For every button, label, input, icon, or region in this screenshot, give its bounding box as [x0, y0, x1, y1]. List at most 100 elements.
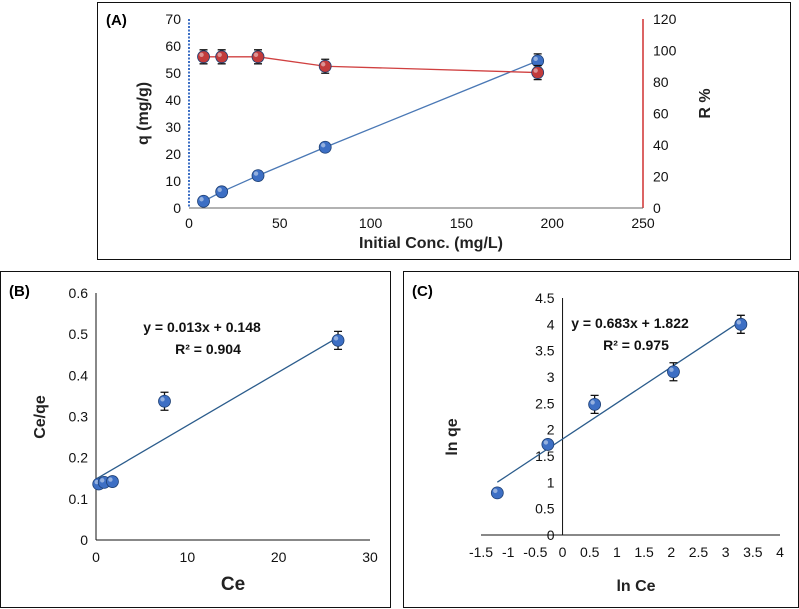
x-tick-label: 20 [271, 549, 287, 565]
chart-c: (C)00.511.522.533.544.5-1.5 -1 -0.5 0 0.5 1 1.… [412, 283, 784, 595]
x-tick-label: 0 [559, 544, 567, 560]
y-axis-title: Ce/qe [32, 395, 49, 439]
data-point-highlight [321, 62, 326, 67]
y-tick-label: 0 [80, 532, 88, 548]
data-point-highlight [543, 440, 549, 445]
y-tick-label: 1.5 [535, 448, 555, 464]
y2-tick-label: 0 [653, 200, 661, 216]
x-axis-title: Initial Conc. (mg/L) [359, 235, 503, 252]
data-point [588, 397, 602, 411]
chart-a: (A) 0 10 20 30 40 50 60 70 0 20 40 60 80 100 120 0 50 100 1… [106, 11, 714, 252]
x-axis-title: Ce [221, 574, 245, 595]
panel-b: (B) 0 0.1 0.2 0.3 0.4 0.5 0.6 0 10 20 30 Ce Ce/qe y = … [0, 271, 391, 608]
data-point [318, 59, 332, 73]
r-squared-label: R² = 0.975 [603, 337, 669, 353]
y-tick-label: 30 [165, 119, 181, 135]
data-point-highlight [108, 477, 113, 482]
y-tick-label: 4.5 [535, 290, 555, 306]
data-point-highlight [100, 478, 105, 483]
x-tick-label: 0 [92, 549, 100, 565]
y-tick-label: 3.5 [535, 343, 555, 359]
x-tick-label: 100 [359, 215, 383, 231]
x-tick-label: 4 [776, 544, 784, 560]
y-tick-label: 0.6 [69, 285, 89, 301]
x-tick-label: 3.5 [743, 544, 763, 560]
panel-c: (C) 0 0.5 1 1.5 2 2.5 3 3.5 4 4.5 -1.5 -1 -0.5 0 0.5 1 1.… [403, 271, 799, 608]
data-point-highlight [217, 187, 222, 192]
data-point [215, 50, 229, 64]
y-tick-label: 2 [547, 422, 555, 438]
x-tick-label: 50 [272, 215, 288, 231]
data-point [734, 317, 748, 331]
data-point [531, 66, 545, 79]
x-tick-label: -1.5 [469, 544, 493, 560]
data-point [106, 475, 119, 488]
data-point [541, 438, 555, 451]
data-point [197, 194, 210, 208]
y-tick-label: 0.5 [69, 326, 89, 342]
trendline [95, 336, 339, 480]
x-tick-label: 2.5 [689, 544, 709, 560]
data-point [251, 50, 265, 64]
x-tick-label: 1 [613, 544, 621, 560]
x-tick-label: 2 [667, 544, 675, 560]
y-tick-label: 70 [165, 11, 181, 27]
x-tick-label: -1 [502, 544, 515, 560]
y-tick-label: 0 [173, 200, 181, 216]
data-point-highlight [333, 336, 339, 341]
r-squared-label: R² = 0.904 [175, 341, 241, 357]
panel-label: (A) [106, 12, 127, 29]
x-tick-label: 30 [362, 549, 378, 565]
y2-tick-label: 120 [653, 11, 677, 27]
trendline-equation: y = 0.683x + 1.822 [571, 315, 689, 331]
x-tick-label: 0 [185, 215, 193, 231]
data-point-highlight [217, 52, 222, 57]
x-tick-label: 150 [450, 215, 474, 231]
y2-tick-label: 40 [653, 137, 669, 153]
y-tick-label: 3 [547, 369, 555, 385]
data-point [251, 169, 265, 183]
y-tick-label: 0.5 [535, 501, 555, 517]
y-tick-label: 60 [165, 38, 181, 54]
data-point-highlight [321, 143, 326, 148]
y-tick-label: 0.1 [69, 491, 89, 507]
y-tick-label: 0.2 [69, 450, 89, 466]
data-point-highlight [493, 488, 498, 494]
data-point-highlight [533, 68, 538, 73]
y2-tick-label: 80 [653, 74, 669, 90]
data-point-highlight [736, 320, 742, 325]
panel-a: (A) 0 10 20 30 40 50 60 70 0 20 40 60 80 100 120 0 50 100 1… [97, 2, 791, 260]
data-point-highlight [590, 400, 595, 405]
y2-axis-title: R % [697, 88, 714, 118]
y-tick-label: 50 [165, 65, 181, 81]
data-point-highlight [199, 52, 204, 57]
data-point [318, 140, 332, 154]
y-tick-label: 0 [547, 527, 555, 543]
y-tick-label: 4 [547, 316, 555, 332]
x-tick-label: 10 [180, 549, 196, 565]
panel-label: (B) [9, 283, 30, 300]
trendline [496, 320, 742, 483]
data-point-highlight [253, 52, 259, 57]
y-tick-label: 1 [547, 474, 555, 490]
data-point-highlight [253, 171, 259, 176]
x-tick-label: 250 [631, 215, 655, 231]
x-axis-title: ln Ce [616, 578, 655, 595]
data-point-highlight [669, 367, 674, 372]
data-point [331, 333, 345, 347]
y-tick-label: 40 [165, 92, 181, 108]
x-tick-label: 200 [541, 215, 565, 231]
trendline-equation: y = 0.013x + 0.148 [143, 319, 261, 335]
x-tick-label: 1.5 [634, 544, 654, 560]
y-tick-label: 20 [165, 146, 181, 162]
y2-tick-label: 60 [653, 106, 669, 122]
y-tick-label: 0.4 [69, 367, 89, 383]
data-point-highlight [199, 197, 204, 202]
y-axis-title: q (mg/g) [135, 82, 152, 145]
data-point [215, 185, 229, 199]
chart-b: (B) 0 0.1 0.2 0.3 0.4 0.5 0.6 0 10 20 30 Ce Ce/qe y = … [9, 283, 378, 595]
data-point [490, 486, 504, 500]
data-point-highlight [94, 479, 99, 485]
data-point-highlight [160, 397, 165, 402]
x-tick-label: -0.5 [523, 544, 547, 560]
